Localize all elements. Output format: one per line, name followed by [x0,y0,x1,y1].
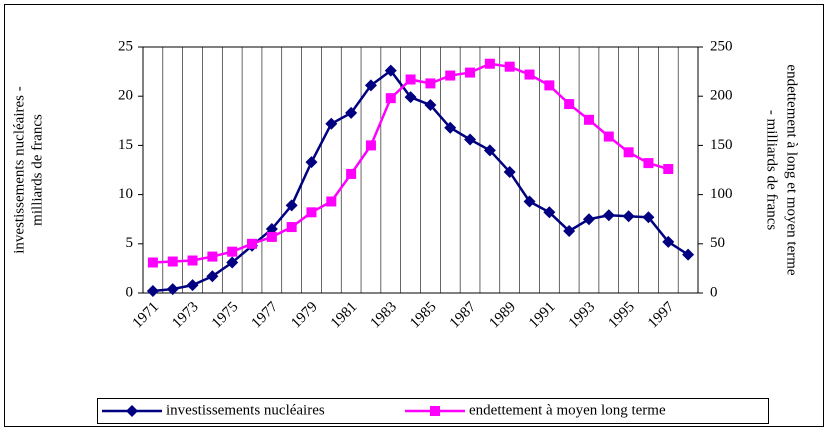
point [424,99,437,112]
point [603,131,614,142]
legend: investissements nucléaires endettement à… [97,398,769,424]
y-tick-label: 25 [118,38,133,54]
y2-tick-label: 250 [710,38,733,54]
chart-border [4,4,824,427]
plot-area [142,46,699,294]
point [206,270,219,283]
y2-tick-label: 100 [710,186,733,202]
y-tick-label: 0 [126,284,134,300]
point [504,61,515,72]
y2-tick-label: 150 [710,137,733,153]
point [583,114,594,125]
point [484,58,495,69]
point [325,117,338,130]
point [285,199,298,212]
point [286,222,297,233]
point [543,206,556,219]
series-line [152,68,689,293]
point [524,69,535,80]
point [405,74,416,85]
point [166,283,179,296]
point [563,225,576,238]
point [445,70,456,81]
point [602,209,615,222]
point [306,207,317,218]
point [662,235,675,248]
y-axis-label: investissements nucléaires - [11,86,27,253]
point [384,64,397,77]
point [503,165,516,178]
point [346,168,357,179]
point [364,79,377,92]
point [444,121,457,134]
point [187,255,198,266]
point [544,80,555,91]
point [186,279,199,292]
point [247,238,258,249]
point [385,93,396,104]
y2-axis-label: endettement à long et moyen terme [784,64,800,276]
point [227,246,238,257]
point [404,91,417,104]
y2-axis-label: - milliards de francs [764,110,780,231]
point [642,211,655,224]
y2-tick-label: 0 [710,284,718,300]
point [365,140,376,151]
legend-label: investissements nucléaires [166,402,325,418]
point [682,248,695,261]
point [523,195,536,208]
y2-tick-label: 50 [710,235,725,251]
point [623,147,634,158]
point [564,99,575,110]
point [464,133,477,146]
point [582,213,595,226]
point [663,164,674,175]
point [345,106,358,119]
point [266,231,277,242]
point [305,156,318,169]
point [622,210,635,223]
point [465,67,476,78]
point [226,256,239,269]
y-tick-label: 20 [118,88,133,104]
point [326,196,337,207]
point [147,257,158,268]
legend-label: endettement à moyen long terme [469,402,666,418]
point [167,256,178,267]
point [643,158,654,169]
legend-marker [126,405,138,417]
legend-marker [430,406,440,416]
point [207,251,218,262]
point [483,144,496,157]
point [146,285,159,298]
y-tick-label: 10 [118,186,133,202]
y-tick-label: 5 [126,235,134,251]
y-axis-label: milliards de francs [29,114,45,226]
y2-tick-label: 200 [710,88,733,104]
y-tick-label: 15 [118,137,133,153]
point [425,78,436,89]
